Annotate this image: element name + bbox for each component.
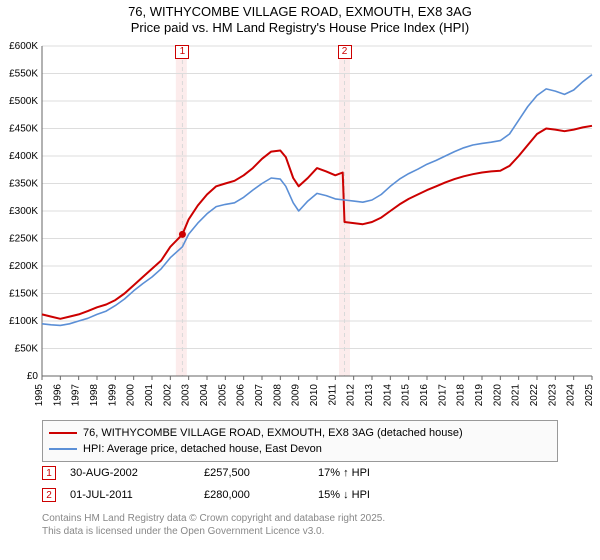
- svg-text:£0: £0: [27, 371, 39, 382]
- svg-text:2007: 2007: [254, 384, 265, 407]
- event-row-2: 2 01-JUL-2011 £280,000 15% ↓ HPI: [42, 484, 558, 506]
- event-date-2: 01-JUL-2011: [70, 489, 190, 501]
- legend-label-price: 76, WITHYCOMBE VILLAGE ROAD, EXMOUTH, EX…: [83, 427, 463, 439]
- svg-text:2000: 2000: [126, 384, 137, 407]
- event-price-2: £280,000: [204, 489, 304, 501]
- svg-text:2015: 2015: [401, 384, 412, 407]
- svg-text:2024: 2024: [566, 384, 577, 407]
- svg-text:£450K: £450K: [9, 124, 38, 135]
- event-badge-1: 1: [42, 466, 56, 480]
- svg-text:2006: 2006: [236, 384, 247, 407]
- event-date-1: 30-AUG-2002: [70, 467, 190, 479]
- title-line2: Price paid vs. HM Land Registry's House …: [0, 20, 600, 36]
- svg-text:2002: 2002: [162, 384, 173, 407]
- svg-text:2008: 2008: [272, 384, 283, 407]
- svg-text:2020: 2020: [492, 384, 503, 407]
- svg-text:1999: 1999: [107, 384, 118, 407]
- chart-title: 76, WITHYCOMBE VILLAGE ROAD, EXMOUTH, EX…: [0, 0, 600, 37]
- svg-text:2018: 2018: [456, 384, 467, 407]
- svg-text:2021: 2021: [511, 384, 522, 407]
- svg-text:1995: 1995: [34, 384, 45, 407]
- svg-text:2010: 2010: [309, 384, 320, 407]
- events-table: 1 30-AUG-2002 £257,500 17% ↑ HPI 2 01-JU…: [42, 462, 558, 506]
- legend-row-hpi: HPI: Average price, detached house, East…: [49, 441, 551, 457]
- svg-text:2012: 2012: [346, 384, 357, 407]
- svg-text:£550K: £550K: [9, 69, 38, 80]
- svg-text:£600K: £600K: [9, 41, 38, 52]
- event-pct-1: 17% ↑ HPI: [318, 467, 438, 479]
- svg-text:£400K: £400K: [9, 151, 38, 162]
- svg-text:2017: 2017: [437, 384, 448, 407]
- svg-text:2022: 2022: [529, 384, 540, 407]
- footer-line1: Contains HM Land Registry data © Crown c…: [42, 512, 558, 525]
- event-badge-1-on-chart: 1: [175, 45, 189, 59]
- svg-text:1998: 1998: [89, 384, 100, 407]
- svg-text:£250K: £250K: [9, 234, 38, 245]
- svg-text:2001: 2001: [144, 384, 155, 407]
- svg-text:2014: 2014: [382, 384, 393, 407]
- event-row-1: 1 30-AUG-2002 £257,500 17% ↑ HPI: [42, 462, 558, 484]
- legend-row-price: 76, WITHYCOMBE VILLAGE ROAD, EXMOUTH, EX…: [49, 425, 551, 441]
- svg-text:£150K: £150K: [9, 289, 38, 300]
- event-badge-2: 2: [42, 488, 56, 502]
- svg-text:£350K: £350K: [9, 179, 38, 190]
- svg-text:2005: 2005: [217, 384, 228, 407]
- event-price-1: £257,500: [204, 467, 304, 479]
- svg-text:2019: 2019: [474, 384, 485, 407]
- title-line1: 76, WITHYCOMBE VILLAGE ROAD, EXMOUTH, EX…: [0, 4, 600, 20]
- svg-text:2009: 2009: [291, 384, 302, 407]
- svg-text:2004: 2004: [199, 384, 210, 407]
- event-pct-2: 15% ↓ HPI: [318, 489, 438, 501]
- svg-text:2013: 2013: [364, 384, 375, 407]
- event-badge-2-on-chart: 2: [338, 45, 352, 59]
- svg-text:£200K: £200K: [9, 261, 38, 272]
- svg-text:1996: 1996: [52, 384, 63, 407]
- footer-attribution: Contains HM Land Registry data © Crown c…: [42, 512, 558, 538]
- footer-line2: This data is licensed under the Open Gov…: [42, 525, 558, 538]
- svg-text:2011: 2011: [327, 384, 338, 406]
- legend-label-hpi: HPI: Average price, detached house, East…: [83, 443, 322, 455]
- svg-text:2003: 2003: [181, 384, 192, 407]
- svg-text:£50K: £50K: [15, 344, 39, 355]
- svg-text:2023: 2023: [547, 384, 558, 407]
- price-chart: £0 £50K £100K £150K £200K £250K £300K £350K £400…: [0, 40, 600, 415]
- legend-swatch-price: [49, 432, 77, 434]
- svg-text:£500K: £500K: [9, 96, 38, 107]
- svg-text:£300K: £300K: [9, 206, 38, 217]
- svg-text:1997: 1997: [71, 384, 82, 407]
- svg-text:£100K: £100K: [9, 316, 38, 327]
- legend-swatch-hpi: [49, 448, 77, 450]
- svg-text:2016: 2016: [419, 384, 430, 407]
- legend: 76, WITHYCOMBE VILLAGE ROAD, EXMOUTH, EX…: [42, 420, 558, 462]
- chart-svg: £0 £50K £100K £150K £200K £250K £300K £350K £400…: [0, 40, 600, 415]
- svg-text:2025: 2025: [584, 384, 595, 407]
